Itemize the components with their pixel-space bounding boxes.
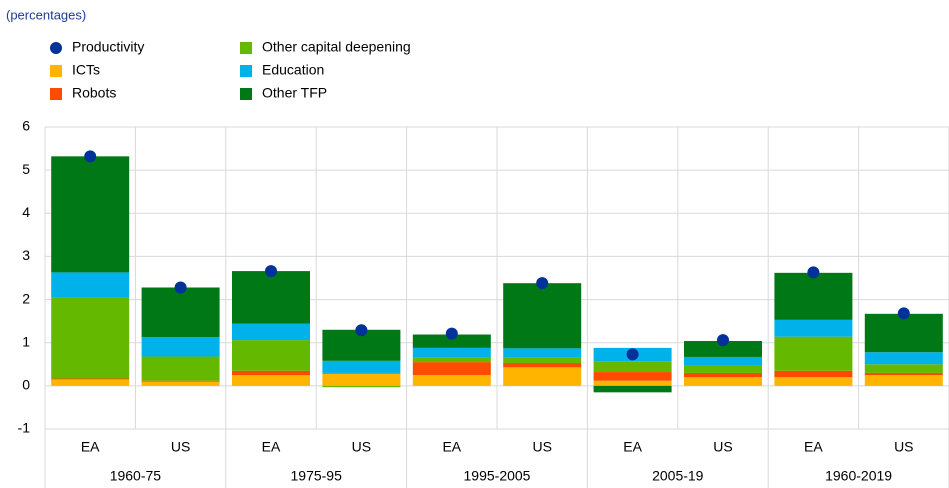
bar-segment — [864, 372, 943, 376]
bar-segment — [322, 360, 401, 373]
bar-segment — [232, 375, 310, 386]
bar-segment — [503, 362, 582, 368]
legend-swatch — [240, 88, 252, 100]
y-tick-label: 4 — [22, 204, 30, 220]
bar-segment — [503, 348, 582, 358]
bar-segment — [232, 340, 310, 371]
bar-segment — [141, 356, 220, 381]
bar-segment — [684, 356, 762, 366]
legend-label: Robots — [72, 85, 116, 101]
bar-segment — [412, 357, 491, 363]
legend-marker — [50, 42, 62, 54]
legend-swatch — [50, 88, 62, 100]
bar-segment — [412, 334, 491, 348]
bar-segment — [412, 362, 491, 376]
productivity-marker — [265, 265, 277, 278]
legend-swatch — [50, 65, 62, 77]
y-tick-label: 5 — [22, 161, 30, 177]
bar-segment — [684, 377, 762, 386]
bar-segment — [141, 287, 220, 338]
group-label: 1960-75 — [110, 468, 162, 484]
x-tick-label: EA — [804, 439, 823, 455]
legend-label: Other capital deepening — [262, 39, 411, 55]
bar-segment — [684, 340, 762, 357]
x-tick-label: EA — [262, 439, 281, 455]
bar-segment — [774, 319, 853, 337]
x-tick-label: EA — [81, 439, 100, 455]
bar-segment — [322, 372, 401, 374]
bar-segment — [412, 375, 491, 386]
bar-segment — [864, 364, 943, 373]
y-tick-label: 6 — [22, 118, 30, 134]
bar-segment — [684, 372, 762, 378]
x-tick-label: US — [532, 439, 551, 455]
bar-segment — [503, 357, 582, 363]
bar-segment — [51, 378, 130, 380]
bar-segment — [774, 336, 853, 371]
bar-segment — [593, 380, 672, 386]
bar-segment — [232, 370, 310, 376]
chart-subtitle: (percentages) — [6, 7, 86, 22]
legend-label: Education — [262, 62, 324, 78]
x-tick-label: EA — [442, 439, 461, 455]
bar-segment — [232, 323, 310, 341]
legend-label: ICTs — [72, 62, 100, 78]
productivity-marker — [445, 327, 458, 340]
bar-segment — [864, 313, 943, 353]
group-label: 1960-2019 — [825, 468, 892, 484]
bar-segment — [774, 370, 853, 378]
legend-label: Productivity — [72, 39, 144, 55]
bar-segment — [503, 367, 582, 386]
y-tick-label: 3 — [22, 247, 30, 263]
x-tick-label: US — [713, 439, 732, 455]
productivity-marker — [84, 150, 97, 163]
productivity-marker — [807, 266, 820, 279]
bar-segment — [593, 361, 672, 373]
x-tick-label: US — [894, 439, 913, 455]
group-label: 2005-19 — [652, 468, 704, 484]
bar-segment — [864, 352, 943, 365]
x-tick-label: US — [171, 439, 190, 455]
productivity-marker — [536, 277, 549, 290]
legend-swatch — [240, 42, 252, 54]
productivity-marker — [717, 334, 729, 347]
bar-segment — [684, 365, 762, 373]
bar-segment — [51, 379, 130, 386]
productivity-marker — [897, 307, 910, 320]
productivity-marker — [626, 348, 639, 361]
group-label: 1975-95 — [291, 468, 343, 484]
y-tick-label: -1 — [18, 420, 31, 436]
bar-segment — [141, 380, 220, 382]
bar-segment — [593, 372, 672, 381]
bar-segment — [141, 337, 220, 357]
productivity-marker — [355, 324, 368, 337]
bar-segment — [51, 272, 130, 298]
bar-segment — [412, 347, 491, 358]
bar-segment — [141, 381, 220, 386]
bar-segment — [51, 297, 130, 379]
legend-swatch — [240, 65, 252, 77]
bar-segment — [593, 385, 672, 393]
x-tick-label: EA — [623, 439, 642, 455]
group-label: 1995-2005 — [464, 468, 531, 484]
productivity-marker — [174, 281, 187, 294]
y-tick-label: 2 — [22, 290, 30, 306]
bar-segment — [774, 377, 853, 386]
bar-segment — [232, 271, 310, 324]
y-tick-label: 0 — [22, 377, 30, 393]
x-tick-label: US — [352, 439, 371, 455]
bar-segment — [51, 156, 130, 273]
bar-segment — [322, 385, 401, 388]
bar-segment — [503, 283, 582, 349]
bar-segment — [774, 272, 853, 320]
y-tick-label: 1 — [22, 333, 30, 349]
bar-segment — [864, 375, 943, 386]
legend-label: Other TFP — [262, 85, 327, 101]
bar-segment — [322, 373, 401, 386]
